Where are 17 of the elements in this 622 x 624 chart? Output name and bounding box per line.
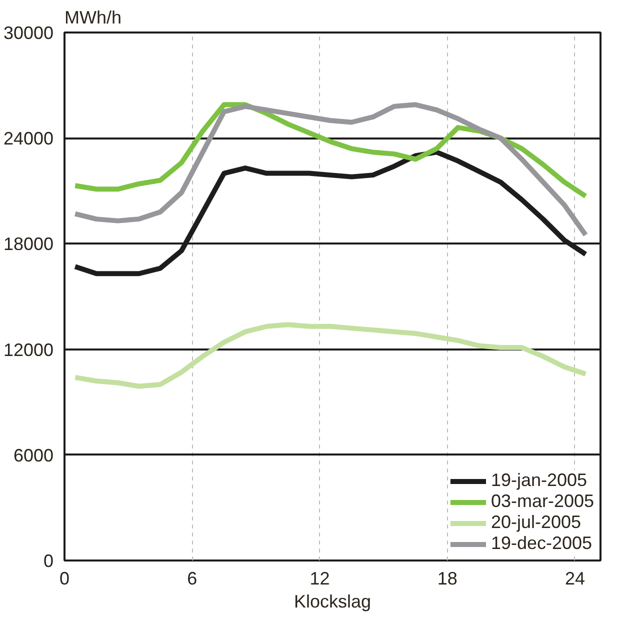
x-tick-label: 12 <box>310 568 330 588</box>
y-tick-label: 18000 <box>3 234 54 254</box>
legend-label: 19-dec-2005 <box>490 533 592 554</box>
legend-label: 03-mar-2005 <box>490 491 594 512</box>
y-tick-label: 0 <box>43 551 54 571</box>
y-tick-label: 6000 <box>13 445 54 466</box>
x-tick-label: 18 <box>437 568 458 588</box>
x-axis-title: Klockslag <box>294 592 372 612</box>
y-tick-label: 30000 <box>3 23 54 43</box>
x-tick-label: 24 <box>564 568 585 588</box>
legend-label: 20-jul-2005 <box>490 512 581 533</box>
x-tick-label: 0 <box>59 568 70 588</box>
y-axis-title: MWh/h <box>64 8 122 28</box>
legend-label: 19-jan-2005 <box>490 470 588 491</box>
x-tick-label: 6 <box>187 568 198 588</box>
y-tick-label: 12000 <box>3 340 54 360</box>
y-tick-label: 24000 <box>3 128 54 149</box>
